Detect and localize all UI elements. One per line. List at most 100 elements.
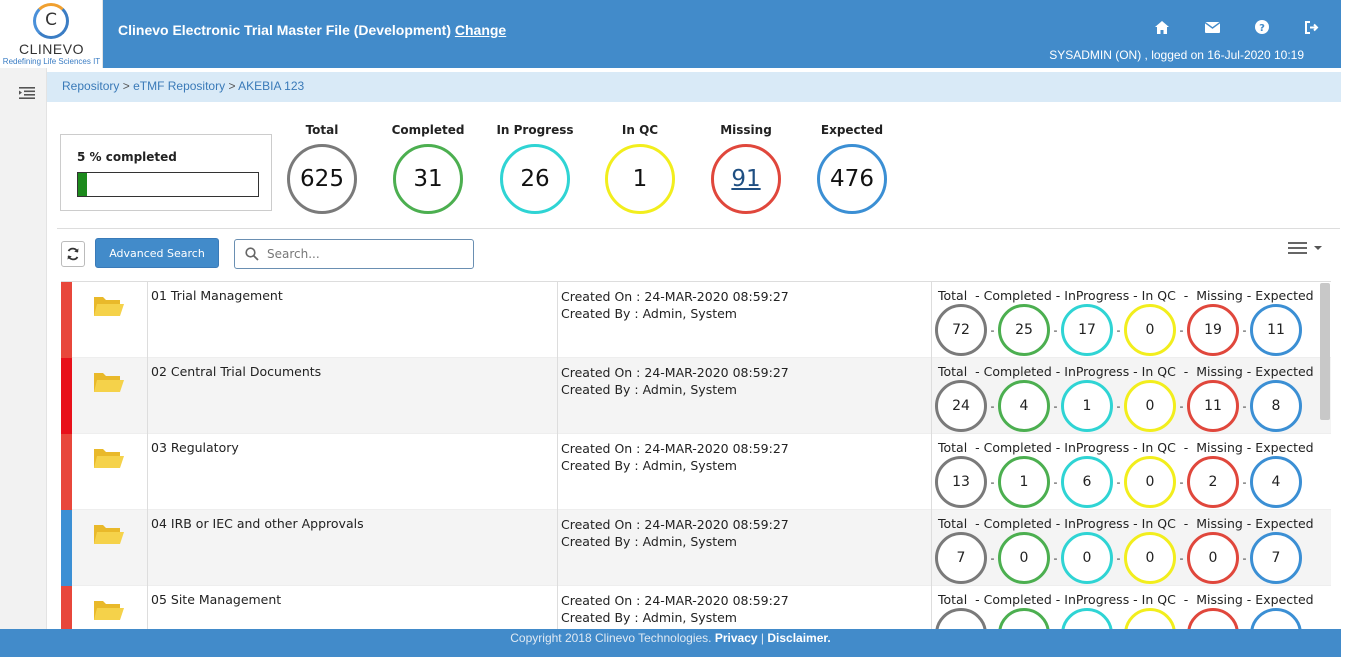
table-row[interactable]: 01 Trial Management Created On : 24-MAR-2… bbox=[61, 282, 1331, 358]
stat-mini-circle[interactable]: 11 bbox=[1250, 304, 1302, 356]
folder-open-icon[interactable] bbox=[93, 522, 125, 546]
stat-mini-circle[interactable]: 2 bbox=[1187, 456, 1239, 508]
folder-name[interactable]: 04 IRB or IEC and other Approvals bbox=[151, 516, 364, 531]
stat-separator: - bbox=[1179, 551, 1184, 565]
cell-divider bbox=[557, 434, 558, 510]
refresh-icon bbox=[67, 247, 79, 261]
cell-divider bbox=[931, 434, 932, 510]
folder-name[interactable]: 01 Trial Management bbox=[151, 288, 283, 303]
breadcrumb-item-study[interactable]: AKEBIA 123 bbox=[238, 79, 305, 93]
stats-header: Total - Completed - InProgress - In QC -… bbox=[938, 516, 1314, 531]
home-icon[interactable] bbox=[1151, 18, 1173, 36]
cell-divider bbox=[147, 586, 148, 630]
stat-separator: - bbox=[1116, 551, 1121, 565]
logout-icon[interactable] bbox=[1301, 18, 1323, 36]
stat-mini-circle[interactable]: 6 bbox=[1061, 456, 1113, 508]
change-link[interactable]: Change bbox=[454, 22, 507, 38]
svg-text:?: ? bbox=[1259, 23, 1265, 34]
table-row[interactable]: 05 Site Management Created On : 24-MAR-20… bbox=[61, 586, 1331, 630]
folder-open-icon[interactable] bbox=[93, 446, 125, 470]
stat-mini-circle[interactable]: 13 bbox=[935, 456, 987, 508]
stat-value: 1 bbox=[632, 166, 648, 192]
stat-mini-circle[interactable]: 4 bbox=[998, 380, 1050, 432]
stat-mini-circle[interactable]: 0 bbox=[1061, 532, 1113, 584]
folder-metadata: Created On : 24-MAR-2020 08:59:27 Created… bbox=[561, 440, 789, 474]
stat-mini-circle[interactable]: 1 bbox=[998, 456, 1050, 508]
stat-mini-circle[interactable]: 0 bbox=[998, 532, 1050, 584]
folder-stats: Total - Completed - InProgress - In QC -… bbox=[935, 364, 1314, 432]
stat-mini-circle[interactable]: 0 bbox=[1124, 456, 1176, 508]
stat-separator: - bbox=[990, 475, 995, 489]
breadcrumb-separator: > bbox=[122, 79, 130, 93]
folder-name[interactable]: 05 Site Management bbox=[151, 592, 282, 607]
stat-mini-circle[interactable]: 17 bbox=[1061, 304, 1113, 356]
logo[interactable]: C CLINEVO Redefining Life Sciences IT bbox=[0, 0, 103, 68]
stat-mini-circle[interactable]: 1 bbox=[1061, 380, 1113, 432]
table-row[interactable]: 03 Regulatory Created On : 24-MAR-2020 08… bbox=[61, 434, 1331, 510]
cell-divider bbox=[557, 282, 558, 358]
folder-metadata: Created On : 24-MAR-2020 08:59:27 Created… bbox=[561, 288, 789, 322]
stat-label: Completed bbox=[391, 123, 465, 137]
help-icon[interactable]: ? bbox=[1251, 18, 1273, 36]
stat-mini-circle[interactable]: 25 bbox=[998, 304, 1050, 356]
stat-mini-circle[interactable]: 11 bbox=[1187, 380, 1239, 432]
stat-mini-circle[interactable] bbox=[1250, 608, 1302, 630]
stat-mini-circle[interactable]: 0 bbox=[1124, 532, 1176, 584]
sidebar-toggle-icon[interactable] bbox=[19, 84, 35, 99]
table-row[interactable]: 04 IRB or IEC and other Approvals Created… bbox=[61, 510, 1331, 586]
folder-open-icon[interactable] bbox=[93, 370, 125, 394]
stat-mini-circle[interactable] bbox=[1061, 608, 1113, 630]
stat-mini-circle[interactable]: 72 bbox=[935, 304, 987, 356]
stat-circle[interactable]: 625 bbox=[287, 144, 357, 214]
breadcrumb-item-repository[interactable]: Repository bbox=[62, 79, 120, 93]
privacy-link[interactable]: Privacy bbox=[714, 631, 758, 645]
stat-mini-circle[interactable]: 24 bbox=[935, 380, 987, 432]
missing-count-link[interactable]: 91 bbox=[731, 166, 761, 192]
cell-divider bbox=[931, 510, 932, 586]
stat-separator: - bbox=[1050, 628, 1061, 631]
stat-mini-circle[interactable] bbox=[1187, 608, 1239, 630]
stat-mini-circle[interactable] bbox=[935, 608, 987, 630]
stat-circle[interactable]: 31 bbox=[393, 144, 463, 214]
stat-mini-circle[interactable]: 0 bbox=[1124, 380, 1176, 432]
stat-separator: - bbox=[1053, 551, 1058, 565]
scrollbar-thumb[interactable] bbox=[1320, 283, 1330, 420]
status-stripe bbox=[61, 586, 72, 630]
stat-circle[interactable]: 26 bbox=[500, 144, 570, 214]
folder-name[interactable]: 02 Central Trial Documents bbox=[151, 364, 322, 379]
header-icons: ? bbox=[1151, 18, 1323, 36]
stat-mini-circle[interactable]: 8 bbox=[1250, 380, 1302, 432]
folder-name[interactable]: 03 Regulatory bbox=[151, 440, 239, 455]
advanced-search-button[interactable]: Advanced Search bbox=[95, 238, 219, 268]
search-icon bbox=[245, 247, 259, 261]
folder-open-icon[interactable] bbox=[93, 598, 125, 622]
stat-circle[interactable]: 91 bbox=[711, 144, 781, 214]
logo-mark-icon: C bbox=[33, 3, 69, 39]
table-row[interactable]: 02 Central Trial Documents Created On : 2… bbox=[61, 358, 1331, 434]
stat-separator: - bbox=[1179, 399, 1184, 413]
stat-mini-circle[interactable]: 4 bbox=[1250, 456, 1302, 508]
disclaimer-link[interactable]: Disclaimer. bbox=[767, 631, 831, 645]
stat-mini-circle[interactable]: 0 bbox=[1124, 304, 1176, 356]
view-options-menu[interactable] bbox=[1288, 240, 1324, 256]
created-on: Created On : 24-MAR-2020 08:59:27 bbox=[561, 441, 789, 456]
breadcrumb-item-etmf-repository[interactable]: eTMF Repository bbox=[133, 79, 226, 93]
stat-mini-circle[interactable]: 7 bbox=[1250, 532, 1302, 584]
folder-open-icon[interactable] bbox=[93, 294, 125, 318]
stat-mini-circle[interactable] bbox=[1124, 608, 1176, 630]
breadcrumb: Repository > eTMF Repository > AKEBIA 12… bbox=[47, 72, 1341, 102]
stat-mini-circle[interactable]: 7 bbox=[935, 532, 987, 584]
stat-circle[interactable]: 476 bbox=[817, 144, 887, 214]
refresh-button[interactable] bbox=[61, 241, 85, 267]
stat-circle[interactable]: 1 bbox=[605, 144, 675, 214]
stat-mini-circle[interactable] bbox=[998, 608, 1050, 630]
stat-missing: Missing 91 bbox=[701, 122, 791, 214]
stat-mini-circle[interactable]: 0 bbox=[1187, 532, 1239, 584]
search-input[interactable] bbox=[267, 244, 467, 264]
progress-bar bbox=[77, 172, 259, 197]
footer: Copyright 2018 Clinevo Technologies. Pri… bbox=[0, 629, 1341, 657]
envelope-icon[interactable] bbox=[1201, 18, 1223, 36]
stat-mini-circle[interactable]: 19 bbox=[1187, 304, 1239, 356]
stat-value: 476 bbox=[830, 166, 874, 192]
copyright-text: Copyright 2018 Clinevo Technologies. bbox=[510, 631, 715, 645]
